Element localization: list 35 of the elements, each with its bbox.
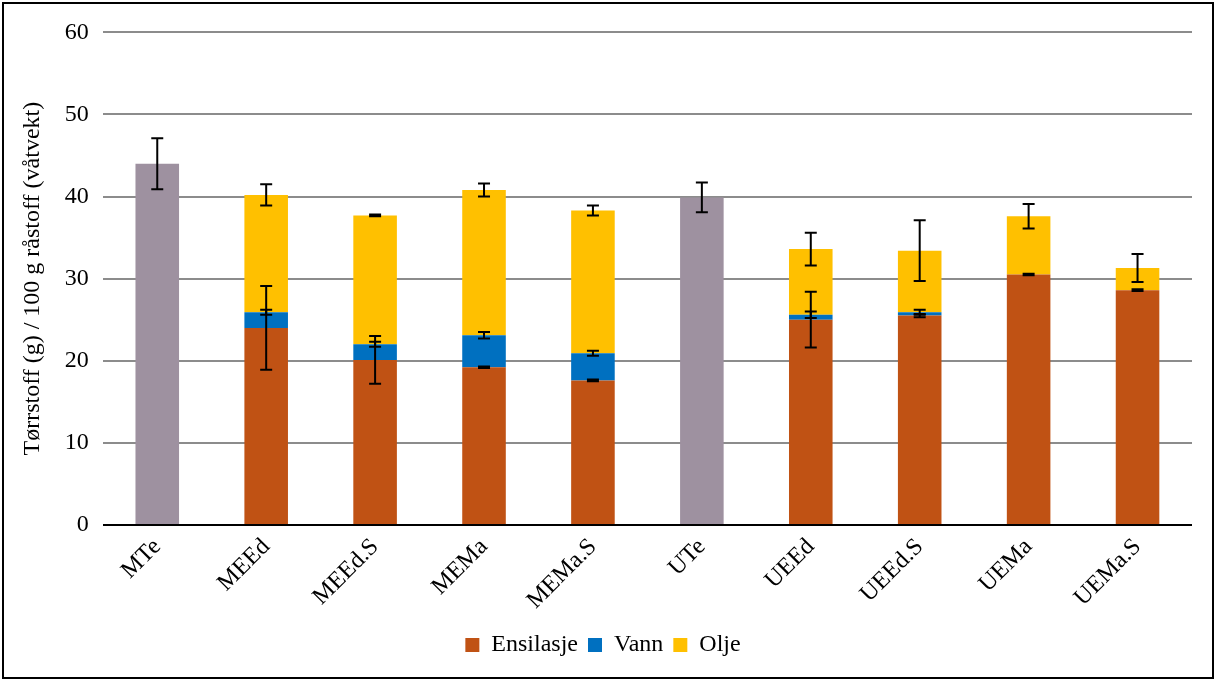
bar [244,194,288,313]
y-tick-label: 0 [76,510,89,537]
bar [571,353,615,381]
y-tick-label: 20 [64,346,89,373]
bar [462,189,506,336]
bar [1115,290,1160,524]
bar [1006,274,1051,524]
x-tick-label: MTe [115,532,166,583]
y-tick-label: 30 [64,263,89,290]
bar [571,380,615,524]
bar [680,197,724,524]
bar [897,315,942,524]
y-tick-label: 40 [64,181,89,208]
bar [1115,267,1160,291]
bar [462,367,506,524]
legend-label: Ensilasje [491,630,579,657]
y-tick-label: 10 [64,428,89,455]
bar [897,250,942,313]
y-tick-label: 50 [64,99,89,126]
bar [1006,216,1051,275]
x-tick-label: UTe [662,532,710,581]
bar [353,344,397,360]
bar [789,319,833,524]
y-tick-label: 60 [64,17,89,44]
legend-label: Olje [699,630,741,657]
bar [462,335,506,368]
legend-label: Vann [614,630,664,657]
bar [789,249,833,315]
bar [571,210,615,354]
bar [244,312,288,328]
bar [244,327,288,524]
bar [135,163,180,524]
y-axis-title: Tørrstoff (g) / 100 g råstoff (våtvekt) [17,101,44,456]
bar [353,359,397,524]
bar [353,215,397,345]
